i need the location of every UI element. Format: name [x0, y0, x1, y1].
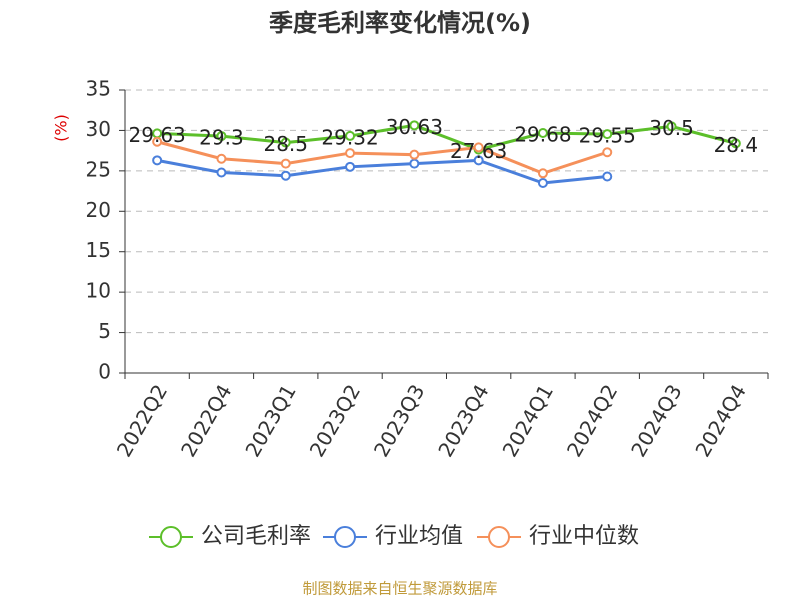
x-tick-label: 2024Q3 [626, 380, 686, 461]
point-marker [345, 130, 356, 141]
point-marker [345, 161, 356, 172]
point-marker [473, 142, 484, 153]
point-marker [152, 136, 163, 147]
y-tick-label: 25 [86, 157, 111, 181]
x-tick-label: 2024Q1 [498, 380, 558, 461]
data-label: 29.68 [514, 123, 571, 147]
point-marker [409, 158, 420, 169]
point-marker [537, 177, 548, 188]
point-marker [666, 121, 677, 132]
legend-marker [488, 526, 510, 548]
point-marker [473, 155, 484, 166]
y-tick-label: 15 [86, 238, 111, 262]
source-note: 制图数据来自恒生聚源数据库 [302, 580, 497, 598]
point-marker [409, 149, 420, 160]
x-tick-label: 2023Q4 [433, 380, 493, 461]
x-tick-label: 2024Q4 [690, 380, 750, 461]
y-tick-label: 35 [86, 77, 111, 101]
data-label: 28.4 [714, 133, 759, 157]
x-tick-label: 2023Q1 [240, 380, 300, 461]
point-marker [280, 137, 291, 148]
point-marker [602, 129, 613, 140]
legend-label: 行业均值 [375, 524, 463, 549]
y-tick-label: 0 [98, 360, 111, 384]
point-marker [409, 120, 420, 131]
series-line [156, 140, 608, 175]
y-tick-label: 20 [86, 198, 111, 222]
point-marker [602, 171, 613, 182]
legend-marker [334, 526, 356, 548]
legend-label: 行业中位数 [529, 524, 639, 549]
chart-title: 季度毛利率变化情况(%) [269, 9, 531, 37]
point-marker [216, 153, 227, 164]
point-marker [602, 147, 613, 158]
series-line [156, 158, 608, 185]
x-tick-label: 2023Q2 [305, 380, 365, 461]
point-marker [280, 170, 291, 181]
point-marker [345, 148, 356, 159]
point-marker [152, 155, 163, 166]
x-tick-label: 2023Q3 [369, 380, 429, 461]
data-label: 27.63 [450, 139, 507, 163]
point-marker [537, 168, 548, 179]
data-label: 29.63 [129, 123, 186, 147]
data-label: 30.63 [386, 115, 443, 139]
data-label: 29.32 [321, 125, 378, 149]
y-axis-label: (%) [52, 114, 71, 142]
data-label: 28.5 [263, 132, 308, 156]
point-marker [730, 138, 741, 149]
point-marker [280, 158, 291, 169]
y-tick-label: 5 [98, 319, 111, 343]
x-tick-label: 2022Q2 [112, 380, 172, 461]
point-marker [537, 128, 548, 139]
data-label: 29.3 [199, 126, 244, 150]
x-tick-label: 2024Q2 [562, 380, 622, 461]
y-tick-label: 10 [86, 279, 111, 303]
point-marker [216, 167, 227, 178]
legend-label: 公司毛利率 [201, 524, 311, 549]
legend-marker [160, 526, 182, 548]
data-label: 30.5 [649, 116, 694, 140]
y-tick-label: 30 [86, 117, 111, 141]
data-label: 29.55 [579, 124, 636, 148]
series-line [157, 123, 737, 152]
point-marker [216, 131, 227, 142]
x-tick-label: 2022Q4 [176, 380, 236, 461]
